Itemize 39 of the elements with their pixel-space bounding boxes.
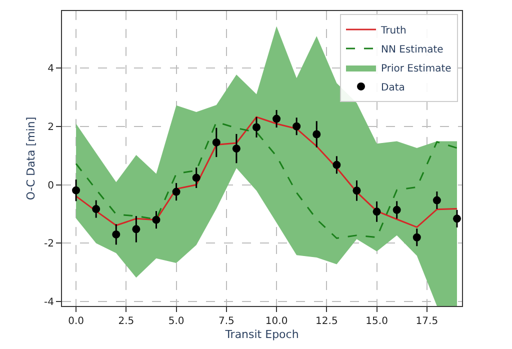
point [192, 174, 200, 182]
y-tick-label: -2 [44, 238, 54, 250]
point [212, 138, 220, 146]
legend-label: Data [381, 82, 405, 94]
y-tick-label: 0 [48, 180, 54, 192]
x-tick-label: 7.5 [218, 316, 234, 327]
point [332, 160, 341, 169]
x-tick-label: 12.5 [316, 316, 338, 327]
point [292, 122, 301, 130]
point [352, 186, 361, 195]
y-axis-title: O-C Data [min] [24, 116, 38, 200]
point [72, 186, 80, 194]
point [312, 130, 321, 138]
x-tick-label: 10.0 [265, 316, 288, 327]
x-tick-label: 17.5 [416, 316, 438, 327]
legend-label: Prior Estimate [381, 63, 452, 74]
legend-label: NN Estimate [381, 44, 444, 56]
point [372, 208, 381, 216]
y-tick-label: 2 [48, 122, 54, 133]
point [232, 144, 240, 153]
point [152, 216, 160, 224]
point [432, 196, 441, 204]
x-tick-label: 2.5 [118, 316, 134, 327]
x-tick-label: 0.0 [68, 316, 84, 327]
x-tick-label: 5.0 [168, 316, 184, 327]
point [412, 233, 421, 242]
point [92, 205, 100, 214]
x-axis-title: Transit Epoch [224, 328, 299, 342]
y-tick-label: 4 [48, 63, 54, 74]
point [112, 230, 120, 238]
y-tick-label: -4 [44, 297, 54, 308]
x-tick-label: 15.0 [366, 316, 388, 327]
legend-label: Truth [380, 25, 406, 36]
point [252, 123, 260, 132]
point [172, 188, 180, 196]
point [132, 225, 140, 234]
point [452, 214, 461, 223]
point [272, 114, 281, 123]
point [392, 206, 401, 214]
